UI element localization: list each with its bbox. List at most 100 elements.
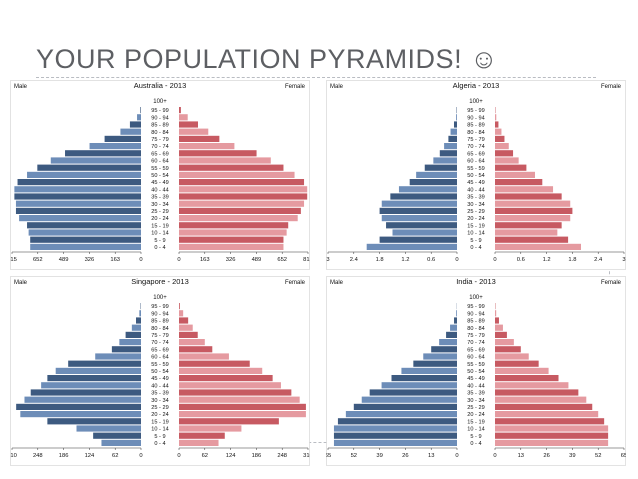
tick-label: 26 — [543, 453, 549, 459]
female-bar — [495, 207, 573, 214]
tick-label: 489 — [59, 257, 69, 263]
chart-frame — [326, 80, 626, 270]
male-bar — [125, 331, 141, 338]
male-bar — [345, 411, 457, 418]
male-bar — [28, 229, 142, 236]
tick-label: 310 — [10, 453, 17, 459]
female-bar — [179, 367, 263, 374]
tick-label: 52 — [595, 453, 601, 459]
tick-label: 310 — [303, 453, 310, 459]
age-group-label: 25 - 29 — [467, 405, 484, 411]
chart-title: Singapore - 2013 — [131, 277, 189, 286]
female-bar — [495, 382, 569, 389]
tick-label: 248 — [277, 453, 287, 459]
male-bar — [76, 425, 141, 432]
male-bar — [15, 207, 142, 214]
male-bar — [392, 229, 457, 236]
age-group-label: 55 - 59 — [151, 166, 168, 172]
age-group-label: 15 - 19 — [467, 223, 484, 229]
male-bar — [20, 411, 142, 418]
tick-label: 65 — [326, 453, 331, 459]
female-bar — [179, 164, 284, 171]
age-group-label: 80 - 84 — [467, 130, 484, 136]
male-bar — [401, 367, 457, 374]
female-bar — [495, 353, 529, 360]
tick-label: 1.2 — [401, 257, 409, 263]
age-group-label: 30 - 34 — [151, 398, 168, 404]
female-bar — [179, 157, 271, 164]
age-group-label: 90 - 94 — [467, 115, 484, 121]
tick-label: 1.8 — [376, 257, 384, 263]
female-bar — [495, 360, 539, 367]
male-bar — [454, 317, 457, 324]
tick-label: 248 — [33, 453, 43, 459]
age-group-label: 20 - 24 — [467, 216, 484, 222]
female-bar — [179, 186, 308, 193]
age-group-label: 10 - 14 — [467, 427, 484, 433]
age-group-label: 85 - 89 — [151, 123, 168, 129]
age-group-label: 80 - 84 — [151, 326, 168, 332]
male-bar — [120, 128, 141, 135]
male-bar — [16, 403, 142, 410]
age-group-label: 80 - 84 — [151, 130, 168, 136]
male-bar — [446, 331, 457, 338]
female-bar — [495, 403, 593, 410]
male-bar — [27, 171, 141, 178]
female-bar — [179, 411, 306, 418]
male-bar — [333, 432, 457, 439]
age-group-label: 50 - 54 — [151, 173, 168, 179]
female-bar — [495, 439, 609, 446]
age-group-label: 20 - 24 — [151, 412, 168, 418]
female-bar — [179, 114, 188, 121]
tick-label: 1.2 — [543, 257, 551, 263]
female-bar — [179, 243, 284, 250]
male-bar — [433, 157, 457, 164]
age-group-label: 5 - 9 — [154, 434, 165, 440]
female-bar — [179, 193, 308, 200]
male-bar — [361, 396, 457, 403]
male-bar — [101, 439, 141, 446]
male-bar — [24, 396, 141, 403]
age-group-label: 75 - 79 — [151, 137, 168, 143]
female-bar — [179, 324, 193, 331]
female-bar — [495, 324, 503, 331]
female-bar — [495, 222, 562, 229]
age-group-label: 10 - 14 — [151, 231, 168, 237]
tick-label: 0 — [455, 453, 458, 459]
male-bar — [47, 418, 141, 425]
tick-label: 0 — [493, 257, 496, 263]
tick-label: 62 — [112, 453, 118, 459]
tick-label: 0 — [493, 453, 496, 459]
age-group-label: 25 - 29 — [151, 209, 168, 215]
male-bar — [390, 193, 457, 200]
male-bar — [353, 403, 457, 410]
female-bar — [179, 135, 220, 142]
male-label: Male — [14, 84, 28, 90]
female-bar — [495, 179, 543, 186]
age-group-label: 65 - 69 — [467, 347, 484, 353]
female-bar — [179, 171, 295, 178]
male-bar — [131, 324, 141, 331]
age-group-label: 40 - 44 — [151, 383, 168, 389]
age-group-label: 35 - 39 — [467, 195, 484, 201]
age-group-label: 40 - 44 — [467, 187, 484, 193]
female-bar — [495, 339, 514, 346]
male-bar — [55, 367, 141, 374]
india-pyramid: Male Female India - 2013 100+ 95 - 99 90 - 94… — [326, 276, 626, 466]
age-group-label: 70 - 74 — [467, 340, 484, 346]
male-bar — [137, 114, 141, 121]
male-bar — [381, 215, 457, 222]
age-group-label: 15 - 19 — [151, 223, 168, 229]
tick-label: 326 — [85, 257, 95, 263]
age-group-label: 0 - 4 — [154, 245, 165, 251]
female-bar — [179, 439, 219, 446]
female-bar — [495, 331, 507, 338]
female-bar — [179, 207, 301, 214]
male-bar — [30, 236, 141, 243]
female-bar — [495, 317, 499, 324]
male-bar — [398, 186, 457, 193]
age-group-label: 90 - 94 — [151, 115, 168, 121]
age-group-label: 65 - 69 — [151, 347, 168, 353]
female-bar — [495, 135, 505, 142]
age-group-label: 25 - 29 — [467, 209, 484, 215]
